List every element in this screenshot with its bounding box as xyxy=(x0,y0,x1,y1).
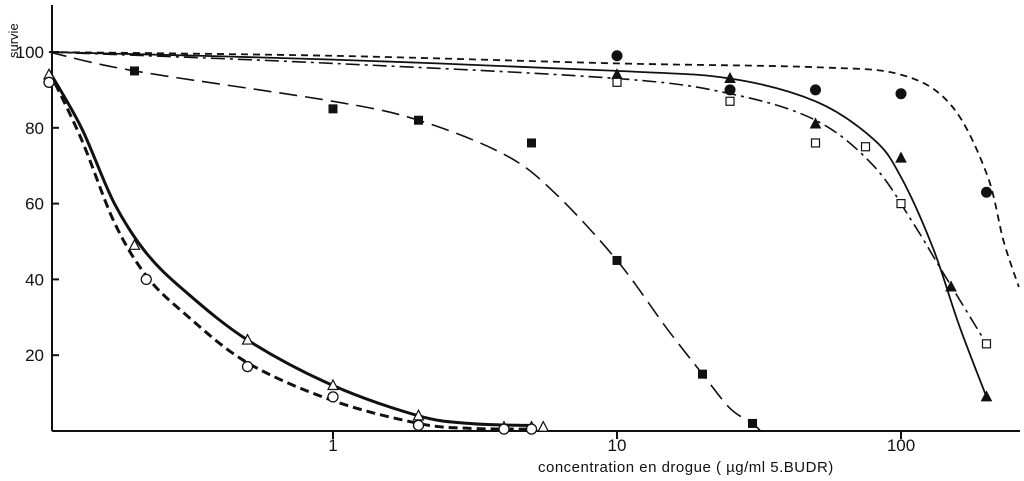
data-point xyxy=(725,96,735,106)
series-markers xyxy=(43,50,993,435)
data-point xyxy=(896,199,906,209)
data-point xyxy=(327,391,339,403)
data-point xyxy=(860,142,871,152)
data-point xyxy=(413,115,423,125)
data-point xyxy=(241,360,254,373)
series-line xyxy=(47,70,532,427)
y-tick-label: 100 xyxy=(16,43,44,62)
data-point xyxy=(241,333,254,345)
data-point xyxy=(537,420,550,432)
x-tick-label: 10 xyxy=(608,436,627,455)
x-tick-label: 100 xyxy=(887,436,915,455)
data-point xyxy=(525,423,538,435)
data-point xyxy=(945,280,957,292)
data-point xyxy=(724,71,736,84)
data-point xyxy=(612,255,622,265)
x-tick-label: 1 xyxy=(328,436,337,455)
y-tick-label: 60 xyxy=(25,195,44,214)
series-line xyxy=(47,70,532,431)
data-point xyxy=(809,117,822,129)
data-point xyxy=(895,151,907,163)
data-point xyxy=(895,88,907,100)
series-line xyxy=(48,51,988,398)
data-point xyxy=(328,104,338,114)
axes: 20 40 60 80 100 1 10 100 xyxy=(16,5,1020,455)
data-point xyxy=(748,418,758,428)
data-point xyxy=(810,138,821,148)
data-point xyxy=(327,378,339,391)
data-point xyxy=(980,390,993,402)
series-curves xyxy=(47,51,1020,432)
data-point xyxy=(412,419,425,431)
series-line xyxy=(48,51,762,432)
data-point xyxy=(724,84,736,96)
y-tick-label: 20 xyxy=(25,346,44,365)
data-point xyxy=(129,66,139,76)
data-point xyxy=(140,273,152,286)
y-tick-label: 80 xyxy=(25,119,44,138)
x-axis-label: concentration en drogue ( µg/ml 5.BUDR) xyxy=(538,459,834,476)
series-line xyxy=(48,51,1020,288)
data-point xyxy=(611,50,623,62)
data-point xyxy=(527,138,537,148)
y-tick-label: 40 xyxy=(25,270,44,289)
data-point xyxy=(612,77,622,87)
y-axis-label: survie xyxy=(6,23,21,58)
series-line xyxy=(48,51,988,345)
data-point xyxy=(697,369,707,379)
data-point xyxy=(810,84,822,96)
data-point xyxy=(981,339,992,349)
data-point xyxy=(43,76,55,88)
data-point xyxy=(498,423,510,435)
data-point xyxy=(128,238,141,250)
data-point xyxy=(980,186,992,198)
